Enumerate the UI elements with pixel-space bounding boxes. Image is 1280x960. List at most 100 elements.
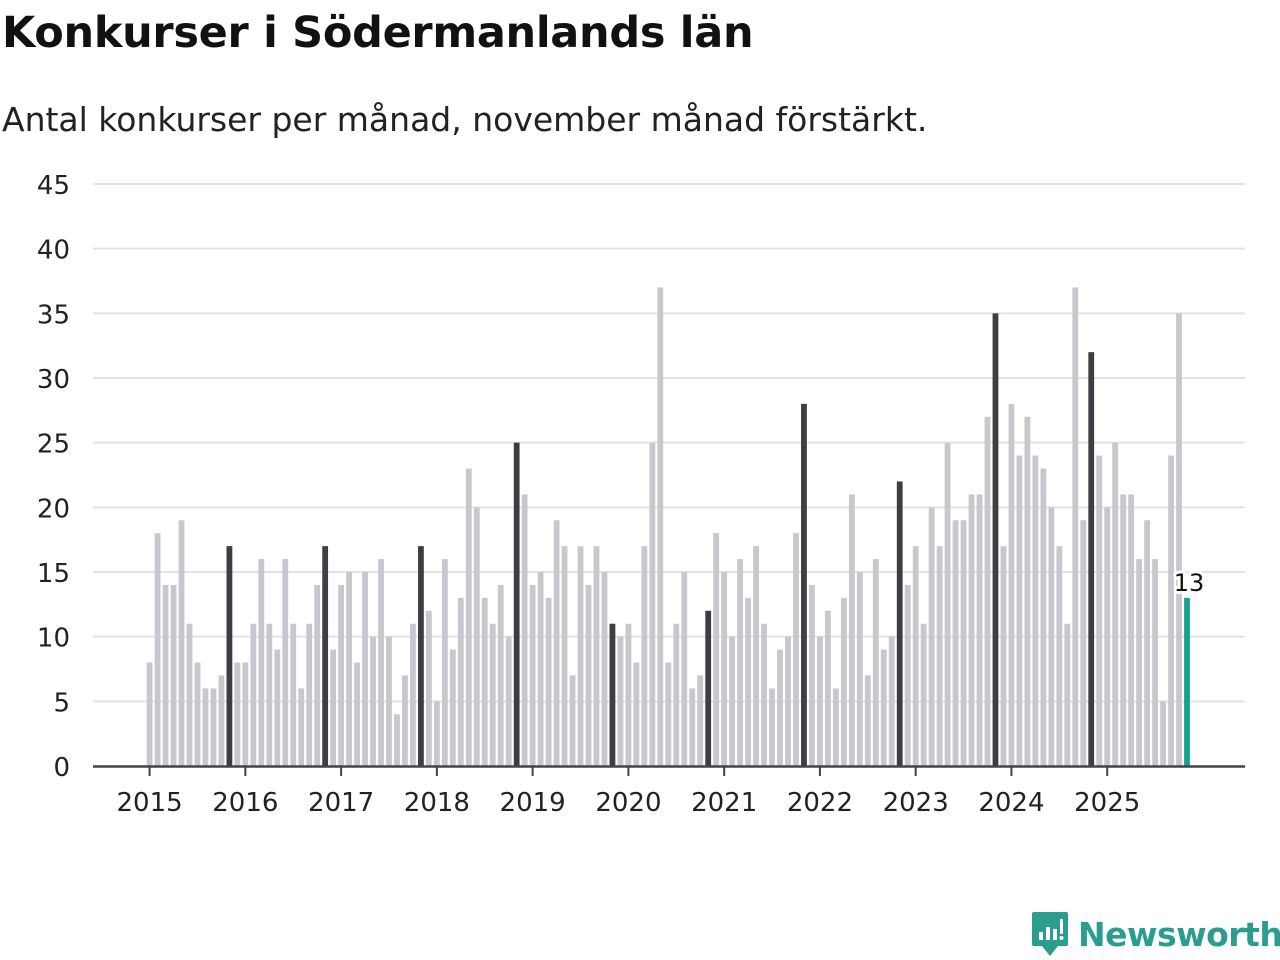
bar — [481, 597, 488, 766]
bar — [904, 584, 911, 766]
bar — [258, 559, 265, 766]
bar — [936, 546, 943, 766]
bar — [593, 546, 600, 766]
bar — [1040, 468, 1047, 766]
bar — [433, 701, 440, 766]
bar — [665, 662, 672, 766]
bar — [521, 494, 528, 766]
newsworthy-logo-icon — [1032, 912, 1068, 956]
y-tick-label: 5 — [53, 688, 70, 718]
bar — [912, 546, 919, 766]
bar — [154, 533, 161, 766]
bar — [473, 507, 480, 766]
bar — [617, 636, 624, 766]
bar — [194, 662, 201, 766]
bar — [1176, 313, 1182, 766]
latest-value-label: 13 — [1174, 569, 1205, 597]
x-axis-ticks: 2015 2016 2017 2018 2019 2020 2021 2022 2023 2024… — [117, 766, 1140, 818]
bar — [848, 494, 855, 766]
x-tick-label: 2015 — [117, 788, 183, 818]
bar — [1024, 416, 1031, 766]
bar — [888, 636, 895, 766]
bar — [920, 623, 927, 766]
bar — [968, 494, 975, 766]
x-tick-label: 2019 — [500, 788, 566, 818]
bar — [697, 675, 704, 766]
bar — [545, 597, 552, 766]
bar — [234, 662, 241, 766]
bar — [489, 623, 496, 766]
bar — [649, 442, 656, 766]
bar — [266, 623, 273, 766]
x-tick-label: 2023 — [883, 788, 949, 818]
y-tick-label: 40 — [37, 236, 70, 266]
bar — [753, 546, 759, 766]
bar — [402, 675, 408, 766]
bar — [298, 688, 305, 766]
bar — [801, 403, 807, 766]
bar — [1000, 546, 1007, 766]
y-tick-label: 0 — [53, 753, 70, 783]
bar — [537, 572, 544, 766]
bar — [418, 546, 424, 766]
gridlines — [93, 183, 1245, 703]
bar — [713, 533, 720, 766]
bar — [761, 623, 767, 766]
bar — [577, 546, 584, 766]
bar — [896, 481, 903, 766]
bar — [314, 584, 321, 766]
bar — [449, 649, 456, 766]
bar — [186, 623, 193, 766]
bar — [1128, 494, 1135, 766]
bar — [202, 688, 209, 766]
bar — [330, 649, 337, 766]
bar — [1032, 455, 1039, 766]
bar — [976, 494, 983, 766]
bar — [657, 287, 664, 766]
bar — [840, 597, 847, 766]
bar — [1064, 623, 1071, 766]
newsworthy-logo-text: Newsworthy — [1078, 914, 1280, 954]
bar — [561, 546, 568, 766]
bar — [729, 636, 736, 766]
bar — [1096, 455, 1103, 766]
bar — [410, 623, 416, 766]
bar — [864, 675, 871, 766]
bar — [960, 520, 967, 766]
x-tick-label: 2020 — [595, 788, 661, 818]
bar — [1088, 352, 1095, 766]
bar — [769, 688, 775, 766]
bar — [777, 649, 783, 766]
bar — [378, 559, 384, 766]
y-tick-label: 30 — [37, 365, 70, 395]
bar — [681, 572, 688, 766]
bar — [785, 636, 791, 766]
y-tick-label: 10 — [37, 624, 70, 654]
bar — [641, 546, 648, 766]
bar — [178, 520, 185, 766]
bar — [1080, 520, 1087, 766]
bar — [322, 546, 329, 766]
x-tick-label: 2018 — [404, 788, 470, 818]
bar — [856, 572, 863, 766]
bar — [1168, 455, 1174, 766]
bar — [1048, 507, 1055, 766]
bar — [737, 559, 744, 766]
bar — [1016, 455, 1023, 766]
x-tick-label: 2022 — [787, 788, 853, 818]
bar — [721, 572, 728, 766]
bar — [1184, 597, 1190, 766]
y-tick-label: 15 — [37, 559, 70, 589]
bar — [162, 584, 169, 766]
x-tick-label: 2016 — [212, 788, 278, 818]
bar — [689, 688, 696, 766]
chart-title: Konkurser i Södermanlands län — [2, 8, 754, 58]
y-tick-label: 35 — [37, 300, 70, 330]
bar — [880, 649, 887, 766]
bar — [242, 662, 249, 766]
bar — [1008, 403, 1015, 766]
bar — [394, 714, 400, 766]
bar — [529, 584, 536, 766]
bar — [817, 636, 823, 766]
